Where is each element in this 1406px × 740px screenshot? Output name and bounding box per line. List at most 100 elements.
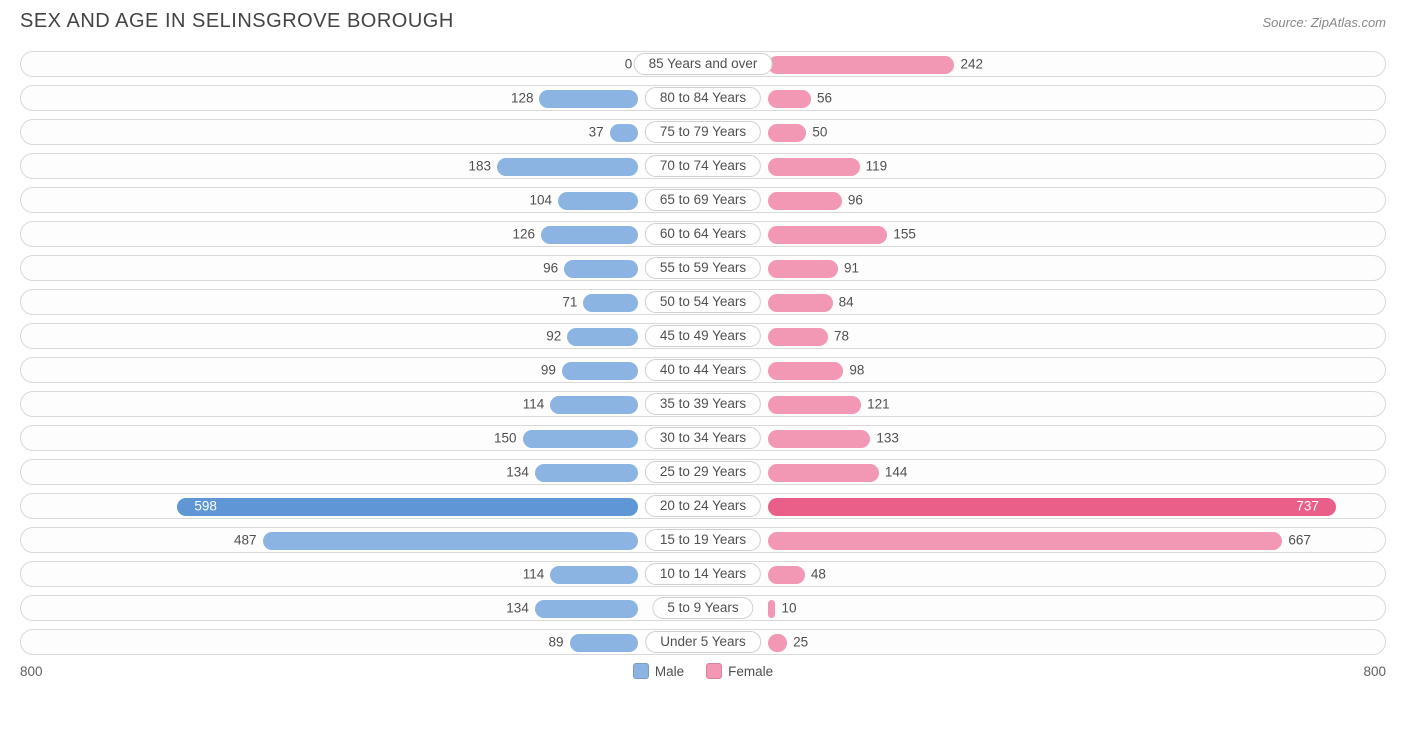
legend-label-female: Female (728, 664, 773, 679)
chart-title: SEX AND AGE IN SELINSGROVE BOROUGH (20, 10, 454, 33)
bar-female (768, 498, 1337, 516)
value-female: 56 (817, 91, 832, 106)
age-label: 5 to 9 Years (652, 597, 753, 619)
bar-male (177, 498, 638, 516)
legend: Male Female (633, 663, 773, 679)
pyramid-row: 024285 Years and over (20, 51, 1386, 77)
bar-female (768, 56, 955, 74)
value-male: 126 (512, 227, 535, 242)
chart-header: SEX AND AGE IN SELINSGROVE BOROUGH Sourc… (20, 10, 1386, 33)
bar-female (768, 192, 842, 210)
legend-item-female: Female (706, 663, 773, 679)
bar-female (768, 294, 833, 312)
pyramid-row: 375075 to 79 Years (20, 119, 1386, 145)
bar-female (768, 566, 805, 584)
bar-male (535, 464, 638, 482)
value-female: 10 (782, 601, 797, 616)
pyramid-row: 11412135 to 39 Years (20, 391, 1386, 417)
chart-area: 024285 Years and over1285680 to 84 Years… (20, 51, 1386, 655)
age-label: 65 to 69 Years (645, 189, 761, 211)
age-label: 45 to 49 Years (645, 325, 761, 347)
value-male: 487 (234, 533, 257, 548)
axis-end-left: 800 (20, 664, 43, 679)
age-label: 10 to 14 Years (645, 563, 761, 585)
bar-male (541, 226, 638, 244)
bar-female (768, 260, 838, 278)
value-female: 50 (812, 125, 827, 140)
chart-footer: 800 Male Female 800 (20, 663, 1386, 679)
bar-male (550, 396, 638, 414)
pyramid-row: 96 91 55 to 59 Years (20, 255, 1386, 281)
value-male: 99 (541, 363, 556, 378)
bar-female (768, 362, 844, 380)
pyramid-row: 15013330 to 34 Years (20, 425, 1386, 451)
age-label: 75 to 79 Years (645, 121, 761, 143)
age-label: Under 5 Years (645, 631, 761, 653)
bar-male (567, 328, 638, 346)
value-female: 119 (866, 159, 888, 174)
age-label: 20 to 24 Years (645, 495, 761, 517)
bar-male (610, 124, 639, 142)
value-male: 92 (546, 329, 561, 344)
value-female: 48 (811, 567, 826, 582)
bar-female (768, 600, 776, 618)
bar-female (768, 634, 787, 652)
bar-female (768, 430, 871, 448)
value-female: 667 (1288, 533, 1311, 548)
pyramid-row: 59873720 to 24 Years (20, 493, 1386, 519)
value-female: 121 (867, 397, 890, 412)
pyramid-row: 183 119 70 to 74 Years (20, 153, 1386, 179)
value-male: 96 (543, 261, 558, 276)
swatch-female (706, 663, 722, 679)
chart-source: Source: ZipAtlas.com (1262, 15, 1386, 30)
age-label: 50 to 54 Years (645, 291, 761, 313)
value-female: 737 (1296, 499, 1319, 514)
value-female: 25 (793, 635, 808, 650)
bar-male (583, 294, 638, 312)
value-male: 128 (511, 91, 534, 106)
bar-female (768, 124, 807, 142)
swatch-male (633, 663, 649, 679)
age-label: 35 to 39 Years (645, 393, 761, 415)
age-label: 70 to 74 Years (645, 155, 761, 177)
pyramid-row: 134105 to 9 Years (20, 595, 1386, 621)
bar-female (768, 464, 879, 482)
pyramid-row: 487 667 15 to 19 Years (20, 527, 1386, 553)
bar-female (768, 90, 811, 108)
bar-male (539, 90, 638, 108)
value-female: 98 (849, 363, 864, 378)
bar-female (768, 158, 860, 176)
bar-female (768, 328, 828, 346)
pyramid-row: 718450 to 54 Years (20, 289, 1386, 315)
age-label: 80 to 84 Years (645, 87, 761, 109)
value-male: 134 (506, 465, 529, 480)
bar-male (550, 566, 638, 584)
age-label: 40 to 44 Years (645, 359, 761, 381)
bar-male (558, 192, 638, 210)
pyramid-row: 104 96 65 to 69 Years (20, 187, 1386, 213)
value-female: 242 (960, 57, 983, 72)
value-male: 183 (469, 159, 492, 174)
value-male: 71 (562, 295, 577, 310)
value-male: 114 (523, 567, 545, 582)
pyramid-row: 128 56 80 to 84 Years (20, 85, 1386, 111)
bar-female (768, 532, 1283, 550)
age-label: 55 to 59 Years (645, 257, 761, 279)
pyramid-row: 92 78 45 to 49 Years (20, 323, 1386, 349)
value-female: 155 (893, 227, 916, 242)
value-female: 91 (844, 261, 859, 276)
bar-male (263, 532, 639, 550)
bar-female (768, 396, 861, 414)
value-female: 78 (834, 329, 849, 344)
age-label: 15 to 19 Years (645, 529, 761, 551)
pyramid-row: 12615560 to 64 Years (20, 221, 1386, 247)
value-male: 0 (625, 57, 633, 72)
value-male: 89 (549, 635, 564, 650)
value-female: 96 (848, 193, 863, 208)
value-female: 133 (876, 431, 899, 446)
bar-female (768, 226, 888, 244)
pyramid-row: 114 48 10 to 14 Years (20, 561, 1386, 587)
age-label: 25 to 29 Years (645, 461, 761, 483)
legend-label-male: Male (655, 664, 684, 679)
value-male: 104 (529, 193, 552, 208)
